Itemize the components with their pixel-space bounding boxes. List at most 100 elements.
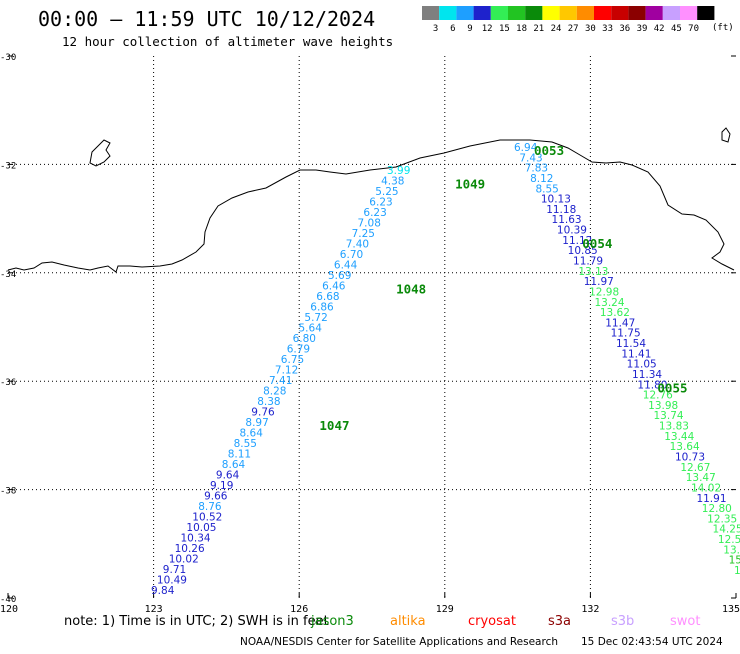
wave-height-value: 10.05 [186, 522, 216, 534]
legend-swatch [422, 6, 440, 20]
legend-tick-label: 9 [467, 24, 472, 34]
wave-height-value: 10.34 [181, 533, 211, 545]
track-time-label: 0054 [582, 236, 612, 251]
legend-tick-label: 3 [433, 24, 438, 34]
legend-tick-label: 15 [499, 24, 510, 34]
satellite-label: s3b [611, 614, 634, 629]
wave-height-value: 12.80 [702, 503, 732, 515]
wave-height-value: 8.76 [198, 501, 222, 513]
wave-height-value: 11.91 [696, 493, 726, 505]
wave-height-value: 10.49 [157, 575, 187, 587]
wave-height-value: 11.41 [621, 348, 651, 360]
color-scale-legend: 3 6 9 12 15 18 21 24 27 30 33 36 39 42 45 70 [422, 6, 715, 34]
wave-height-value: 7.41 [269, 375, 292, 387]
wave-height-value: 10.73 [675, 452, 705, 464]
wave-height-value: 6.23 [369, 197, 392, 209]
footer-timestamp: 15 Dec 02:43:54 UTC 2024 [581, 636, 723, 648]
wave-height-value: 8.12 [530, 173, 553, 185]
legend-swatch [697, 6, 715, 20]
wave-height-value: 11.18 [546, 204, 576, 216]
legend-tick-label: 18 [516, 24, 527, 34]
lat-tick-label: -40 [0, 595, 16, 605]
wave-height-value: 9.64 [216, 470, 240, 482]
lon-tick-label: 135 [722, 604, 740, 615]
track-time-label: 0053 [534, 143, 564, 158]
legend-swatch [490, 6, 508, 20]
legend-swatch [662, 6, 680, 20]
wave-height-value: 13.47 [686, 472, 716, 484]
legend-swatch [456, 6, 474, 20]
lat-tick-label: -36 [0, 378, 16, 388]
island-outline-west [89, 139, 111, 167]
wave-height-value: 13.13 [578, 266, 608, 278]
wave-height-value: 12.98 [589, 286, 619, 298]
wave-height-value: 5.25 [375, 186, 398, 198]
wave-height-value: 8.97 [245, 417, 268, 429]
lon-tick-label: 132 [581, 604, 599, 615]
satellite-label: jason3 [310, 614, 354, 629]
legend-swatch [576, 6, 594, 20]
lat-tick-label: -32 [0, 161, 16, 171]
footer-credit: NOAA/NESDIS Center for Satellite Applica… [240, 636, 558, 648]
wave-height-value: 9.19 [210, 480, 233, 492]
wave-height-value: 10.26 [175, 543, 205, 555]
wave-height-value: 13.64 [670, 441, 700, 453]
satellite-label: swot [670, 614, 700, 629]
wave-height-value: 11.80 [637, 379, 667, 391]
wave-height-value: 7.83 [525, 163, 548, 175]
lat-tick-label: -38 [0, 487, 16, 497]
wave-height-value: 6.23 [363, 207, 386, 219]
wave-height-value: 14 [734, 565, 740, 577]
footer-note: note: 1) Time is in UTC; 2) SWH is in fe… [64, 614, 329, 629]
track-time-label: 1049 [455, 177, 485, 192]
wave-height-value: 6.70 [340, 249, 363, 261]
legend-tick-label: 21 [533, 24, 544, 34]
lat-tick-label: -34 [0, 270, 16, 280]
wave-height-value: 6.80 [293, 333, 316, 345]
wave-height-value: 11.79 [573, 255, 603, 267]
legend-tick-label: 24 [551, 24, 562, 34]
wave-height-value: 12.55 [718, 534, 740, 546]
track-time-label: 1048 [396, 282, 426, 297]
wave-height-value: 6.44 [334, 260, 358, 272]
wave-height-value: 11.05 [627, 359, 657, 371]
wave-height-value: 6.46 [322, 281, 346, 293]
legend-swatch [439, 6, 457, 20]
wave-height-value: 15.0 [729, 555, 740, 567]
wave-height-value: 11.34 [632, 369, 662, 381]
wave-height-value: 13.24 [594, 297, 624, 309]
track-time-label: 0055 [657, 380, 687, 395]
wave-height-value: 6.79 [287, 344, 310, 356]
legend-swatch [508, 6, 526, 20]
wave-height-value: 13.74 [654, 410, 684, 422]
wave-height-value: 9.71 [163, 564, 186, 576]
wave-height-value: 4.38 [381, 176, 404, 188]
wave-height-value: 3.99 [387, 165, 410, 177]
wave-height-value: 7.43 [519, 152, 542, 164]
map-subtitle: 12 hour collection of altimeter wave hei… [62, 34, 393, 49]
lat-tick-label: -30 [0, 53, 16, 63]
wave-height-value: 11.47 [605, 317, 635, 329]
satellite-label: altika [390, 614, 426, 629]
legend-tick-label: 39 [637, 24, 648, 34]
wave-height-value: 13.98 [648, 400, 678, 412]
wave-height-value: 13.1 [723, 544, 740, 556]
wave-height-value: 7.40 [346, 239, 369, 251]
map-title: 00:00 – 11:59 UTC 10/12/2024 [38, 7, 375, 31]
wave-height-value: 10.85 [568, 245, 598, 257]
legend-swatch [542, 6, 560, 20]
wave-height-value: 5.72 [304, 312, 327, 324]
wave-height-value: 8.64 [222, 459, 246, 471]
wave-height-value: 13.44 [664, 431, 694, 443]
legend-tick-label: 70 [688, 24, 699, 34]
lon-tick-label: 126 [290, 604, 308, 615]
wave-height-value: 12.76 [643, 390, 673, 402]
wave-height-value: 8.38 [257, 396, 280, 408]
legend-unit-label: (ft) [712, 23, 734, 33]
wave-height-value: 11.54 [616, 338, 646, 350]
legend-swatch [473, 6, 491, 20]
wave-height-value: 5.64 [299, 323, 323, 335]
wave-height-value: 7.08 [358, 218, 381, 230]
legend-swatch [645, 6, 663, 20]
